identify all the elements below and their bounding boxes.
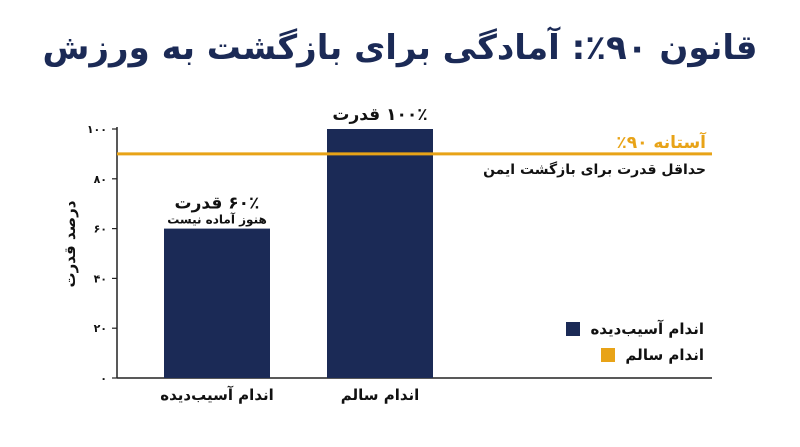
x-tick-label: اندام سالم <box>341 386 420 404</box>
bar <box>327 129 433 378</box>
data-label: ۶۰٪ قدرت <box>175 194 260 214</box>
threshold-sublabel: حداقل قدرت برای بازگشت ایمن <box>483 161 706 178</box>
legend-item-healthy: اندام سالم <box>601 346 704 364</box>
legend-label-healthy: اندام سالم <box>625 346 704 364</box>
data-label: ۱۰۰٪ قدرت <box>332 105 427 125</box>
data-sublabel: هنوز آماده نیست <box>167 212 267 228</box>
legend-swatch-injured <box>566 322 581 336</box>
threshold-label: آستانه ۹۰٪ <box>616 131 707 153</box>
bar <box>164 228 270 378</box>
legend-item-injured: اندام آسیب‌دیده <box>566 320 704 338</box>
y-tick-label: ۰ <box>100 372 107 385</box>
y-tick-label: ۲۰ <box>94 322 107 335</box>
y-tick-label: ۴۰ <box>94 272 107 285</box>
y-tick-label: ۱۰۰ <box>87 123 107 136</box>
y-tick-label: ۸۰ <box>94 173 107 186</box>
chart-title: قانون ۹۰٪: آمادگی برای بازگشت به ورزش <box>42 28 758 68</box>
y-tick-label: ۶۰ <box>94 223 107 236</box>
legend-label-injured: اندام آسیب‌دیده <box>590 320 704 338</box>
x-tick-label: اندام آسیب‌دیده <box>160 386 274 404</box>
legend-swatch-healthy <box>601 348 616 362</box>
